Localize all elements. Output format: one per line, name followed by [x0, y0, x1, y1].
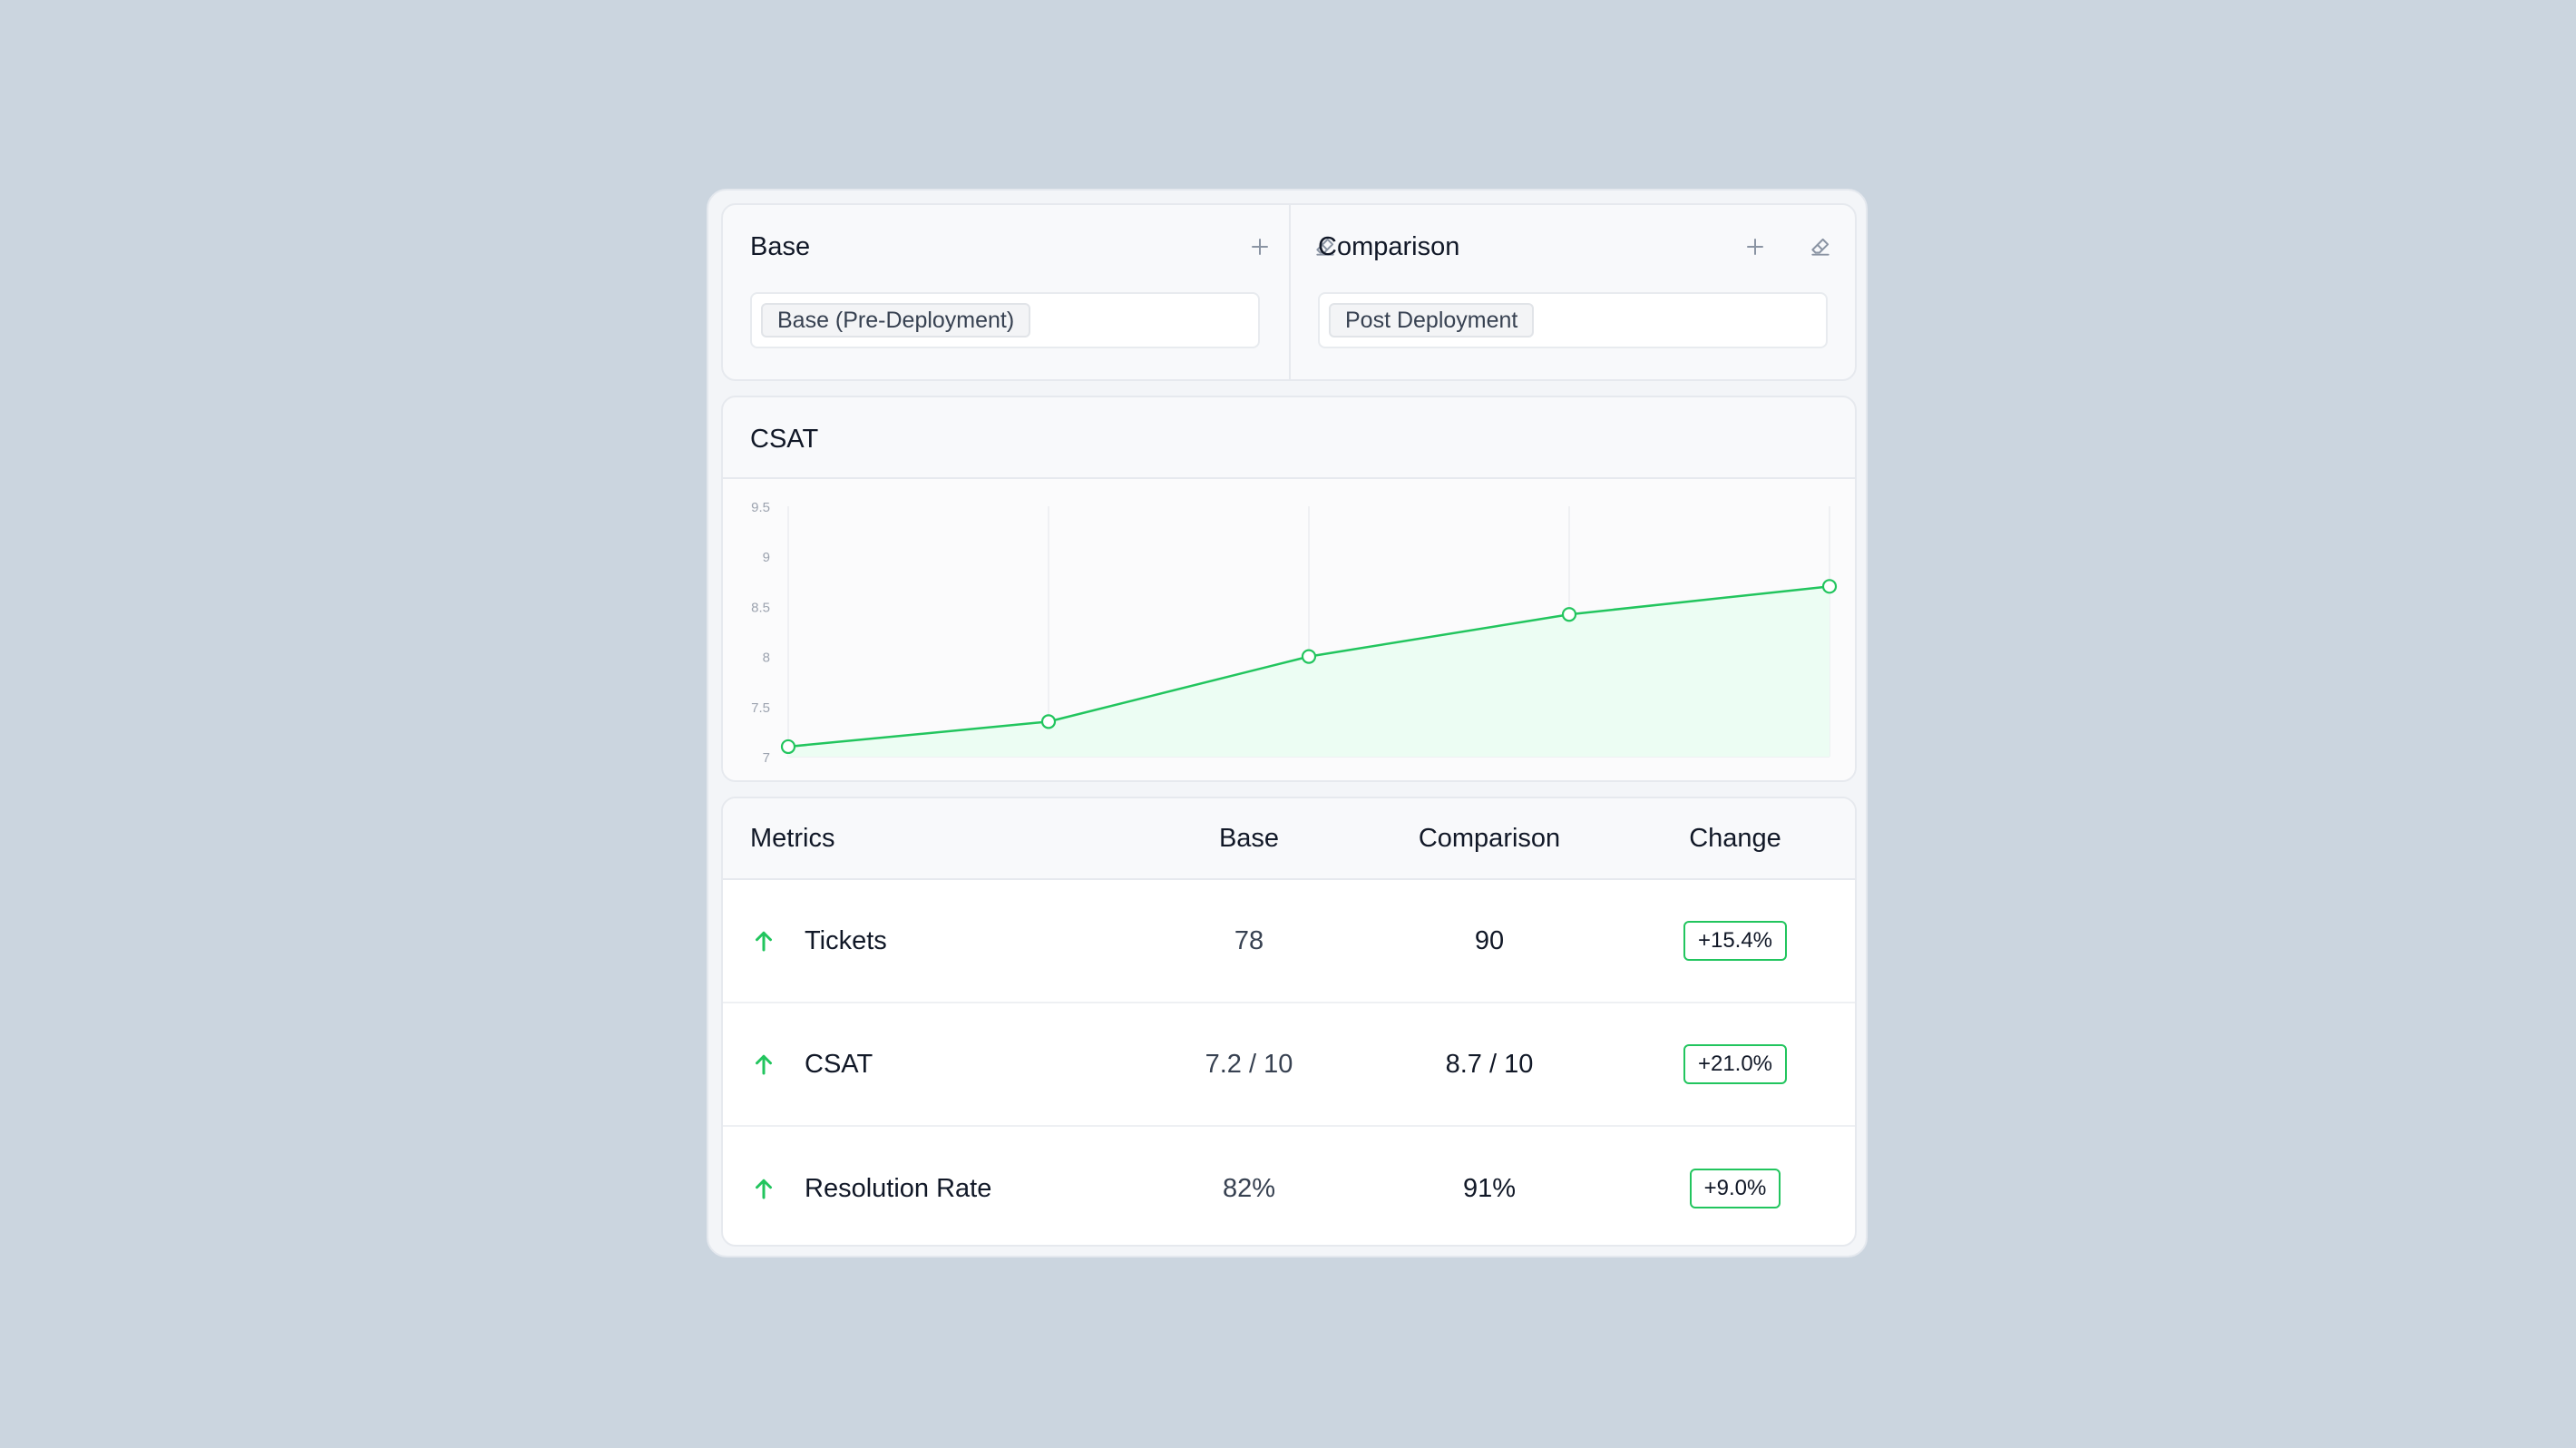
y-tick-label: 9.5	[751, 500, 770, 515]
y-tick-label: 7.5	[751, 700, 770, 716]
data-point	[1821, 579, 1838, 594]
change-cell: +21.0%	[1612, 1003, 1855, 1125]
comparison-selector-title: Comparison	[1318, 232, 1460, 261]
comparison-selection-chip[interactable]: Post Deployment	[1329, 303, 1535, 338]
base-selection-chip[interactable]: Base (Pre-Deployment)	[761, 303, 1031, 338]
metric-name: CSAT	[805, 1049, 873, 1079]
header-comparison: Comparison	[1418, 823, 1561, 853]
change-cell: +9.0%	[1612, 1127, 1855, 1245]
eraser-icon[interactable]	[1307, 229, 1343, 265]
metric-name-cell: CSAT	[750, 1003, 1131, 1125]
comparison-selector-box[interactable]: Post Deployment	[1318, 292, 1828, 348]
y-tick-label: 9	[763, 550, 770, 565]
base-selector: Base Base (Pre-Deployment)	[723, 205, 1334, 379]
data-point	[1301, 649, 1317, 664]
table-header: Metrics Base Comparison Change	[723, 798, 1855, 880]
data-point	[1040, 714, 1057, 729]
data-point	[1561, 607, 1577, 622]
arrow-up-icon	[756, 1179, 772, 1199]
metrics-table: Metrics Base Comparison Change Tickets 7…	[721, 797, 1857, 1247]
comparison-value: 91%	[1462, 1173, 1517, 1203]
table-row: CSAT 7.2 / 10 8.7 / 10 +21.0%	[723, 1003, 1855, 1127]
plus-icon[interactable]	[1242, 229, 1278, 265]
table-row: Resolution Rate 82% 91% +9.0%	[723, 1127, 1855, 1245]
base-value: 7.2 / 10	[1205, 1049, 1293, 1079]
y-tick-label: 8.5	[751, 600, 770, 615]
chart-title: CSAT	[750, 425, 819, 454]
arrow-up-icon	[756, 931, 772, 952]
base-value: 78	[1234, 925, 1264, 955]
plus-icon[interactable]	[1737, 229, 1773, 265]
change-badge: +15.4%	[1683, 921, 1788, 961]
change-badge: +21.0%	[1683, 1044, 1788, 1084]
metric-name-cell: Resolution Rate	[750, 1127, 1131, 1245]
table-row: Tickets 78 90 +15.4%	[723, 880, 1855, 1003]
header-base: Base	[1218, 823, 1280, 853]
csat-chart-panel: CSAT 9.5 9 8.5 8 7.5 7	[721, 396, 1857, 782]
chart-header: CSAT	[723, 397, 1855, 479]
comparison-value: 90	[1474, 925, 1505, 955]
base-selector-title: Base	[750, 232, 811, 261]
metric-name: Tickets	[805, 925, 887, 955]
comparison-card: Base Base (Pre-Deployment) Comparison Po…	[707, 189, 1868, 1257]
area-fill	[788, 586, 1830, 757]
y-tick-label: 7	[763, 750, 770, 766]
header-metrics: Metrics	[750, 823, 835, 853]
csat-line-chart: 9.5 9 8.5 8 7.5 7	[723, 479, 1855, 780]
arrow-up-icon	[756, 1054, 772, 1075]
change-badge: +9.0%	[1689, 1169, 1781, 1208]
comparison-selector: Comparison Post Deployment	[1291, 205, 1855, 379]
data-point	[780, 739, 796, 755]
base-value: 82%	[1222, 1173, 1276, 1203]
selectors-panel: Base Base (Pre-Deployment) Comparison Po…	[721, 203, 1857, 381]
base-selector-box[interactable]: Base (Pre-Deployment)	[750, 292, 1260, 348]
header-change: Change	[1689, 823, 1781, 853]
metric-name: Resolution Rate	[805, 1173, 992, 1203]
change-cell: +15.4%	[1612, 880, 1855, 1002]
eraser-icon[interactable]	[1802, 229, 1839, 265]
metric-name-cell: Tickets	[750, 880, 1131, 1002]
y-tick-label: 8	[763, 651, 770, 666]
comparison-value: 8.7 / 10	[1445, 1049, 1534, 1079]
